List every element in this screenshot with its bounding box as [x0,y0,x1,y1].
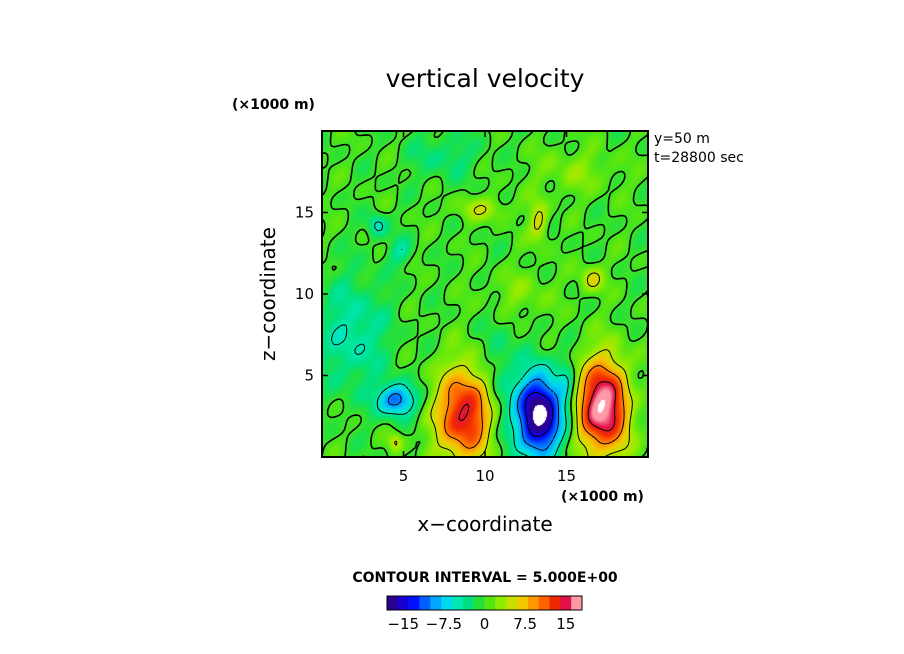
contour-interval-label: CONTOUR INTERVAL = 5.000E+00 [352,570,618,586]
x-axis-label: x−coordinate [417,512,552,536]
chart-title: vertical velocity [386,64,585,93]
contour-line [444,365,625,449]
annotation-time: t=28800 sec [654,150,744,166]
colorbar-swatch [441,596,453,610]
colorbar-swatch [506,596,518,610]
contour-line [393,204,633,458]
colorbar-swatch [549,596,561,610]
colorbar: −15 −7.5 0 7.5 15 [386,595,583,633]
y-tick-label: 15 [295,204,314,222]
colorbar-tick-label: −7.5 [426,615,462,633]
colorbar-swatch [484,596,496,610]
y-axis-unit: (×1000 m) [232,97,315,113]
x-axis-unit: (×1000 m) [561,489,644,505]
colorbar-tick-label: −15 [387,615,419,633]
colorbar-swatch [473,596,485,610]
colorbar-swatch [452,596,464,610]
colorbar-swatch [571,596,583,610]
x-axis-ticks: 5 10 15 [399,131,576,485]
y-tick-label: 10 [295,285,314,303]
colorbar-swatch [538,596,550,610]
colorbar-swatch [560,596,572,610]
heatmap-field [322,131,648,457]
colorbar-swatch [527,596,539,610]
contour-line [331,221,569,458]
colorbar-swatch [397,596,409,610]
colorbar-swatch [462,596,474,610]
colorbar-tick-label: 15 [556,615,575,633]
colorbar-swatch [408,596,420,610]
colorbar-swatch [430,596,442,610]
y-tick-label: 5 [304,367,314,385]
contour-line [524,391,554,437]
contour-line [387,378,560,451]
x-tick-label: 5 [399,467,409,485]
contour-line [458,381,617,432]
y-axis-label: z−coordinate [256,227,280,361]
colorbar-swatch [387,596,399,610]
colorbar-tick-label: 0 [480,615,490,633]
x-tick-label: 10 [475,467,494,485]
colorbar-swatch [419,596,431,610]
contour-lines [321,130,649,458]
plot-area [321,130,649,458]
colorbar-tick-label: 7.5 [513,615,537,633]
colorbar-frame [386,595,583,611]
x-tick-label: 15 [557,467,576,485]
colorbar-swatch [495,596,507,610]
y-axis-ticks: 5 10 15 [295,204,648,385]
colorbar-swatch [517,596,529,610]
annotation-y-position: y=50 m [654,131,710,147]
